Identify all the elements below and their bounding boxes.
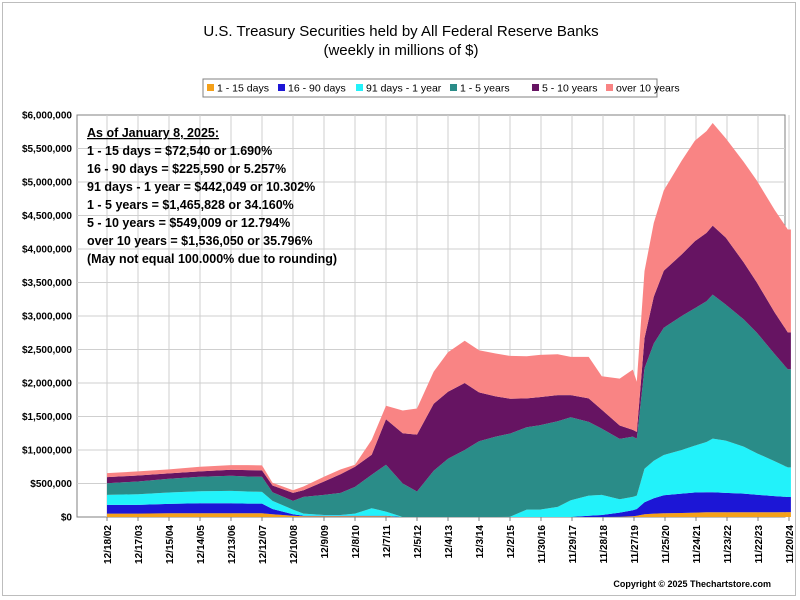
x-tick-label: 12/9/09 bbox=[320, 525, 331, 559]
annotation-line-5: 5 - 10 years = $549,009 or 12.794% bbox=[87, 216, 290, 230]
annotation-line-6: over 10 years = $1,536,050 or 35.796% bbox=[87, 234, 313, 248]
x-tick-label: 12/15/04 bbox=[165, 525, 176, 564]
chart-title: U.S. Treasury Securities held by All Fed… bbox=[203, 23, 598, 40]
y-tick-label: $0 bbox=[61, 513, 73, 524]
y-axis: $0 $500,000 $1,000,000 $1,500,000 $2,000,000… bbox=[22, 111, 72, 524]
y-tick-label: $4,000,000 bbox=[22, 245, 72, 256]
x-tick-label: 12/12/07 bbox=[258, 525, 269, 564]
y-tick-label: $2,000,000 bbox=[22, 379, 72, 390]
y-tick-label: $6,000,000 bbox=[22, 111, 72, 122]
x-tick-label: 11/25/20 bbox=[661, 525, 672, 564]
annotation-line-7: (May not equal 100.000% due to rounding) bbox=[87, 252, 337, 266]
y-tick-label: $3,500,000 bbox=[22, 278, 72, 289]
annotation-line-1: 1 - 15 days = $72,540 or 1.690% bbox=[87, 144, 272, 158]
y-tick-label: $1,500,000 bbox=[22, 412, 72, 423]
area-1-5-years bbox=[107, 294, 791, 517]
y-tick-label: $500,000 bbox=[30, 479, 72, 490]
stacked-areas bbox=[107, 123, 791, 517]
x-tick-label: 11/30/16 bbox=[537, 525, 548, 564]
x-tick-label: 12/3/14 bbox=[475, 525, 486, 559]
legend-swatch bbox=[278, 84, 285, 91]
legend-label: 91 days - 1 year bbox=[366, 83, 442, 95]
y-tick-label: $5,500,000 bbox=[22, 144, 72, 155]
x-tick-label: 11/24/21 bbox=[692, 525, 703, 564]
legend-label: 5 - 10 years bbox=[542, 83, 597, 95]
x-tick-label: 12/13/06 bbox=[227, 525, 238, 564]
x-tick-label: 12/2/15 bbox=[506, 525, 517, 559]
legend-swatch bbox=[207, 84, 214, 91]
x-tick-label: 11/23/22 bbox=[723, 525, 734, 564]
area-1-15-days bbox=[107, 512, 791, 517]
annotation-line-0: As of January 8, 2025: bbox=[87, 126, 219, 140]
x-tick-label: 12/8/10 bbox=[351, 525, 362, 559]
x-tick-label: 12/5/12 bbox=[413, 525, 424, 559]
legend-swatch bbox=[356, 84, 363, 91]
annotation-box: As of January 8, 2025: 1 - 15 days = $72… bbox=[87, 126, 337, 266]
legend-swatch bbox=[606, 84, 613, 91]
annotation-line-2: 16 - 90 days = $225,590 or 5.257% bbox=[87, 162, 286, 176]
x-tick-label: 12/17/03 bbox=[134, 525, 145, 564]
x-tick-label: 12/7/11 bbox=[382, 525, 393, 558]
legend-swatch bbox=[532, 84, 539, 91]
x-tick-label: 12/14/05 bbox=[196, 525, 207, 564]
area-16-90-days bbox=[107, 492, 791, 517]
x-tick-label: 12/18/02 bbox=[103, 525, 114, 564]
chart-subtitle: (weekly in millions of $) bbox=[323, 42, 478, 59]
x-tick-label: 11/27/19 bbox=[630, 525, 641, 564]
x-tick-label: 11/29/17 bbox=[568, 525, 579, 564]
copyright: Copyright © 2025 Thechartstore.com bbox=[613, 579, 771, 589]
x-tick-label: 12/4/13 bbox=[444, 525, 455, 559]
y-tick-label: $5,000,000 bbox=[22, 178, 72, 189]
legend-label: 1 - 5 years bbox=[460, 83, 510, 95]
x-axis: 12/18/02 12/17/03 12/15/04 12/14/05 12/13/06… bbox=[103, 517, 796, 564]
legend-label: over 10 years bbox=[616, 83, 680, 95]
area-5-10-years bbox=[107, 225, 791, 501]
legend-label: 16 - 90 days bbox=[288, 83, 346, 95]
y-tick-label: $1,000,000 bbox=[22, 446, 72, 457]
y-tick-label: $3,000,000 bbox=[22, 312, 72, 323]
x-tick-label: 11/28/18 bbox=[599, 525, 610, 564]
x-tick-label: 12/10/08 bbox=[289, 525, 300, 564]
y-tick-label: $4,500,000 bbox=[22, 211, 72, 222]
annotation-line-3: 91 days - 1 year = $442,049 or 10.302% bbox=[87, 180, 315, 194]
area-91-days-1-year bbox=[107, 438, 791, 517]
y-tick-label: $2,500,000 bbox=[22, 345, 72, 356]
legend: 1 - 15 days 16 - 90 days 91 days - 1 year 1… bbox=[202, 78, 680, 98]
area-over-10-years bbox=[107, 123, 791, 493]
chart: U.S. Treasury Securities held by All Fed… bbox=[22, 23, 796, 589]
legend-swatch bbox=[450, 84, 457, 91]
annotation-line-4: 1 - 5 years = $1,465,828 or 34.160% bbox=[87, 198, 294, 212]
x-tick-label: 11/22/23 bbox=[754, 525, 765, 564]
legend-box bbox=[202, 78, 658, 98]
legend-label: 1 - 15 days bbox=[217, 83, 269, 95]
x-tick-label: 11/20/24 bbox=[785, 525, 796, 564]
